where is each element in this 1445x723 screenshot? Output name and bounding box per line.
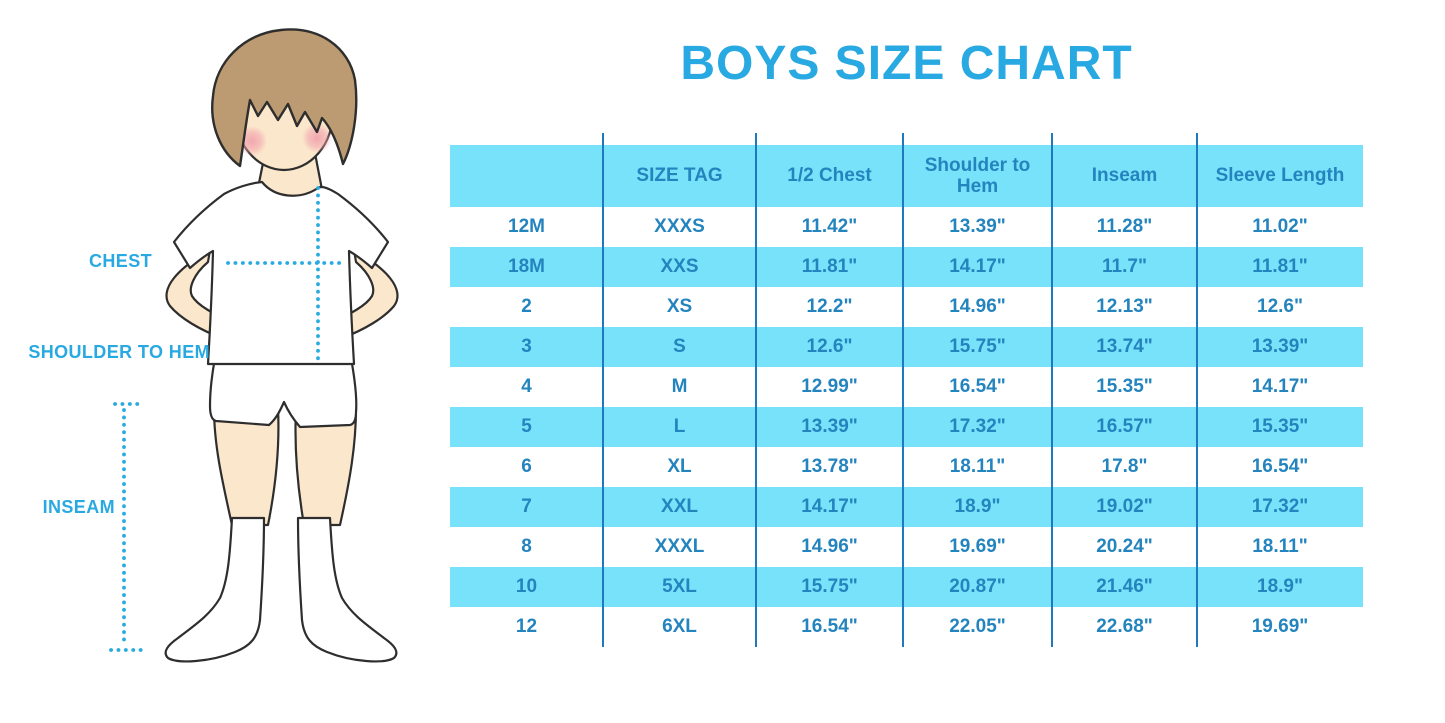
table-cell: 15.75" bbox=[903, 327, 1052, 367]
table-cell: 12.2" bbox=[806, 296, 853, 318]
table-cell: 11.81" bbox=[1197, 247, 1363, 287]
table-cell: 11.28" bbox=[1096, 216, 1153, 238]
column-divider bbox=[755, 133, 757, 647]
table-cell: 14.17" bbox=[1251, 376, 1309, 398]
table-cell: 11.02" bbox=[1252, 216, 1308, 238]
table-cell: 14.17" bbox=[903, 247, 1052, 287]
table-cell: 20.87" bbox=[903, 567, 1052, 607]
table-cell: 6XL bbox=[662, 616, 697, 638]
row-size-label: 18M bbox=[450, 247, 603, 287]
boy-shirt bbox=[172, 180, 390, 366]
column-divider bbox=[1051, 133, 1053, 647]
table-cell: 19.02" bbox=[1052, 487, 1197, 527]
column-header: SIZE TAG bbox=[603, 145, 756, 207]
table-cell: 17.32" bbox=[903, 407, 1052, 447]
inseam-label: INSEAM bbox=[42, 497, 115, 517]
table-cell: 5XL bbox=[603, 567, 756, 607]
table-cell: 14.17" bbox=[756, 487, 903, 527]
table-cell: 20.24" bbox=[1096, 536, 1153, 558]
table-cell: 18.11" bbox=[949, 456, 1006, 478]
table-cell: L bbox=[603, 407, 756, 447]
table-cell: 13.78" bbox=[801, 456, 858, 478]
table-cell: 14.96" bbox=[949, 296, 1006, 318]
size-table: SIZE TAG 1/2 Chest Shoulder to Hem Inseam Sl… bbox=[450, 133, 1363, 647]
table-cell: XXXS bbox=[654, 216, 705, 238]
table-cell: 11.81" bbox=[756, 247, 903, 287]
table-cell: 13.39" bbox=[949, 216, 1006, 238]
measurement-dotted-lines bbox=[109, 186, 347, 652]
shoulder-to-hem-label: SHOULDER TO HEM bbox=[28, 342, 210, 362]
column-divider bbox=[602, 133, 604, 647]
row-size-label: 12M bbox=[508, 216, 545, 238]
chest-label: CHEST bbox=[88, 251, 152, 271]
boy-shorts bbox=[208, 356, 358, 429]
row-size-label: 8 bbox=[521, 536, 532, 558]
row-size-label: 3 bbox=[450, 327, 603, 367]
table-cell: 22.68" bbox=[1096, 616, 1153, 638]
table-cell: 14.96" bbox=[801, 536, 858, 558]
table-cell: 11.7" bbox=[1052, 247, 1197, 287]
row-size-label: 7 bbox=[450, 487, 603, 527]
table-cell: 19.69" bbox=[949, 536, 1006, 558]
table-cell: 16.54" bbox=[949, 376, 1006, 398]
table-cell: 18.9" bbox=[903, 487, 1052, 527]
row-size-label: 10 bbox=[450, 567, 603, 607]
table-cell: 15.35" bbox=[1096, 376, 1153, 398]
row-size-label: 12 bbox=[515, 616, 538, 638]
column-header: 1/2 Chest bbox=[756, 145, 903, 207]
table-cell: 12.6" bbox=[756, 327, 903, 367]
table-cell: 17.32" bbox=[1197, 487, 1363, 527]
table-cell: 18.11" bbox=[1252, 536, 1308, 558]
column-header: Shoulder to Hem bbox=[903, 145, 1052, 207]
table-cell: XL bbox=[667, 456, 692, 478]
right-cheek bbox=[302, 123, 332, 153]
column-divider bbox=[902, 133, 904, 647]
table-cell: 12.6" bbox=[1257, 296, 1303, 318]
table-cell: 22.05" bbox=[949, 616, 1006, 638]
table-cell: 17.8" bbox=[1101, 456, 1148, 478]
measurement-figure: CHEST SHOULDER TO HEM INSEAM bbox=[0, 0, 445, 723]
table-cell: 16.54" bbox=[1251, 456, 1309, 478]
table-cell: XS bbox=[666, 296, 693, 318]
table-cell: 19.69" bbox=[1251, 616, 1309, 638]
row-size-label: 5 bbox=[450, 407, 603, 447]
row-size-label: 2 bbox=[521, 296, 532, 318]
table-cell: 16.54" bbox=[801, 616, 858, 638]
boy-illustration bbox=[109, 28, 399, 663]
table-cell: XXXL bbox=[654, 536, 705, 558]
table-cell: 16.57" bbox=[1052, 407, 1197, 447]
boy-socks bbox=[164, 516, 398, 663]
row-size-label: 6 bbox=[521, 456, 532, 478]
table-cell: 13.39" bbox=[1197, 327, 1363, 367]
table-cell: 12.13" bbox=[1096, 296, 1153, 318]
table-cell: 13.39" bbox=[756, 407, 903, 447]
boy-head bbox=[211, 28, 358, 172]
page-title: BOYS SIZE CHART bbox=[680, 37, 1133, 90]
row-size-label: 4 bbox=[521, 376, 532, 398]
boy-legs bbox=[212, 406, 358, 527]
boy-hair bbox=[211, 28, 358, 168]
table-cell: 21.46" bbox=[1052, 567, 1197, 607]
table-cell: 15.75" bbox=[756, 567, 903, 607]
column-header bbox=[450, 145, 603, 207]
table-cell: 15.35" bbox=[1197, 407, 1363, 447]
table-cell: 18.9" bbox=[1197, 567, 1363, 607]
column-header: Sleeve Length bbox=[1197, 145, 1363, 207]
table-cell: 12.99" bbox=[801, 376, 858, 398]
table-cell: M bbox=[671, 376, 688, 398]
table-cell: XXL bbox=[603, 487, 756, 527]
table-cell: 13.74" bbox=[1052, 327, 1197, 367]
table-cell: 11.42" bbox=[801, 216, 858, 238]
table-cell: XXS bbox=[603, 247, 756, 287]
column-divider bbox=[1196, 133, 1198, 647]
size-table-grid: SIZE TAG 1/2 Chest Shoulder to Hem Inseam Sl… bbox=[450, 145, 1363, 647]
table-cell: S bbox=[603, 327, 756, 367]
column-header: Inseam bbox=[1052, 145, 1197, 207]
